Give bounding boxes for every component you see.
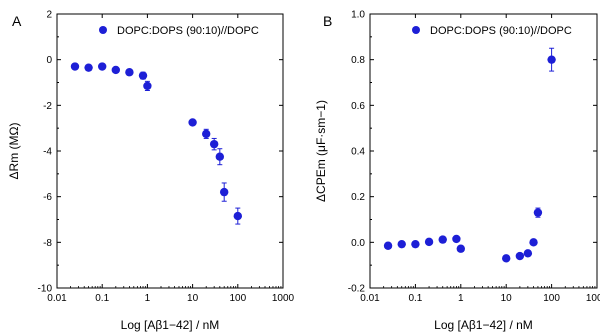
x-axis-label: Log [Aβ1−42] / nM xyxy=(434,318,533,332)
data-point xyxy=(111,65,121,75)
x-tick-label: 100 xyxy=(543,293,560,304)
x-tick-label: 1 xyxy=(458,293,464,304)
x-tick-label: 0.1 xyxy=(95,293,109,304)
y-tick-label: -6 xyxy=(43,192,52,203)
data-point xyxy=(98,62,107,71)
y-axis-label: ΔCPEm (μF·sm−1) xyxy=(314,100,328,202)
x-tick-label: 0.1 xyxy=(408,293,422,304)
panel-b: -0.2 0.0 0.2 0.4 0.6 0.8 1.0 0.01 0.1 1 10 100 1000 B… xyxy=(314,10,600,333)
y-tick-label: -10 xyxy=(38,284,53,295)
legend-label: DOPC:DOPS (90:10)//DOPC xyxy=(430,25,572,37)
data-point xyxy=(233,211,242,221)
y-tick-label: 0 xyxy=(46,55,52,66)
x-tick-label: 1 xyxy=(145,293,151,304)
y-tick-label: -0.2 xyxy=(348,284,366,295)
data-point xyxy=(523,249,533,258)
y-tick-label: 0.6 xyxy=(351,101,365,112)
panel-label: B xyxy=(323,13,332,29)
x-tick-label: 10 xyxy=(187,293,199,304)
y-tick-label: 2 xyxy=(46,10,52,21)
data-point xyxy=(452,234,461,244)
x-tick-label: 1000 xyxy=(272,293,295,304)
legend-marker xyxy=(99,26,107,34)
data-point xyxy=(70,62,80,71)
panel-a: -10 -8 -6 -4 -2 0 2 0.01 0.1 1 10 100 1000 A Log [Aβ1−… xyxy=(7,10,295,333)
data-point xyxy=(202,129,211,139)
y-tick-label: 0.8 xyxy=(351,55,365,66)
data-point xyxy=(529,238,538,247)
data-point xyxy=(383,241,393,250)
y-axis-label: ΔRm (MΩ) xyxy=(7,123,21,180)
data-point xyxy=(215,152,225,161)
plot-frame xyxy=(56,13,284,289)
data-point xyxy=(438,235,447,244)
data-point xyxy=(125,68,134,77)
x-axis-label: Log [Aβ1−42] / nM xyxy=(121,318,220,332)
panel-label: A xyxy=(12,13,22,29)
data-point xyxy=(424,237,434,247)
y-tick-label: -8 xyxy=(43,238,52,249)
data-point xyxy=(138,71,148,80)
data-point xyxy=(143,81,152,91)
data-point xyxy=(188,118,197,127)
legend-marker xyxy=(412,26,420,34)
data-point xyxy=(219,187,229,197)
data-point xyxy=(533,208,543,217)
data-point xyxy=(502,254,511,263)
x-tick-label: 100 xyxy=(229,293,246,304)
y-tick-label: 0.2 xyxy=(351,192,365,203)
y-tick-label: -2 xyxy=(43,101,52,112)
y-tick-label: 1.0 xyxy=(351,10,365,21)
legend-label: DOPC:DOPS (90:10)//DOPC xyxy=(117,25,259,37)
x-tick-label: 0.01 xyxy=(47,293,67,304)
data-point xyxy=(397,239,406,249)
data-point xyxy=(84,63,93,72)
data-point xyxy=(515,251,525,261)
x-tick-label: 10 xyxy=(501,293,513,304)
data-point xyxy=(411,239,420,249)
x-tick-label: 0.01 xyxy=(360,293,380,304)
y-tick-label: -4 xyxy=(43,147,52,158)
data-point xyxy=(456,244,465,253)
x-tick-label: 1000 xyxy=(586,293,600,304)
y-tick-label: 0.0 xyxy=(351,238,365,249)
data-point xyxy=(547,55,556,64)
data-point xyxy=(209,139,219,149)
y-tick-label: 0.4 xyxy=(351,147,365,158)
